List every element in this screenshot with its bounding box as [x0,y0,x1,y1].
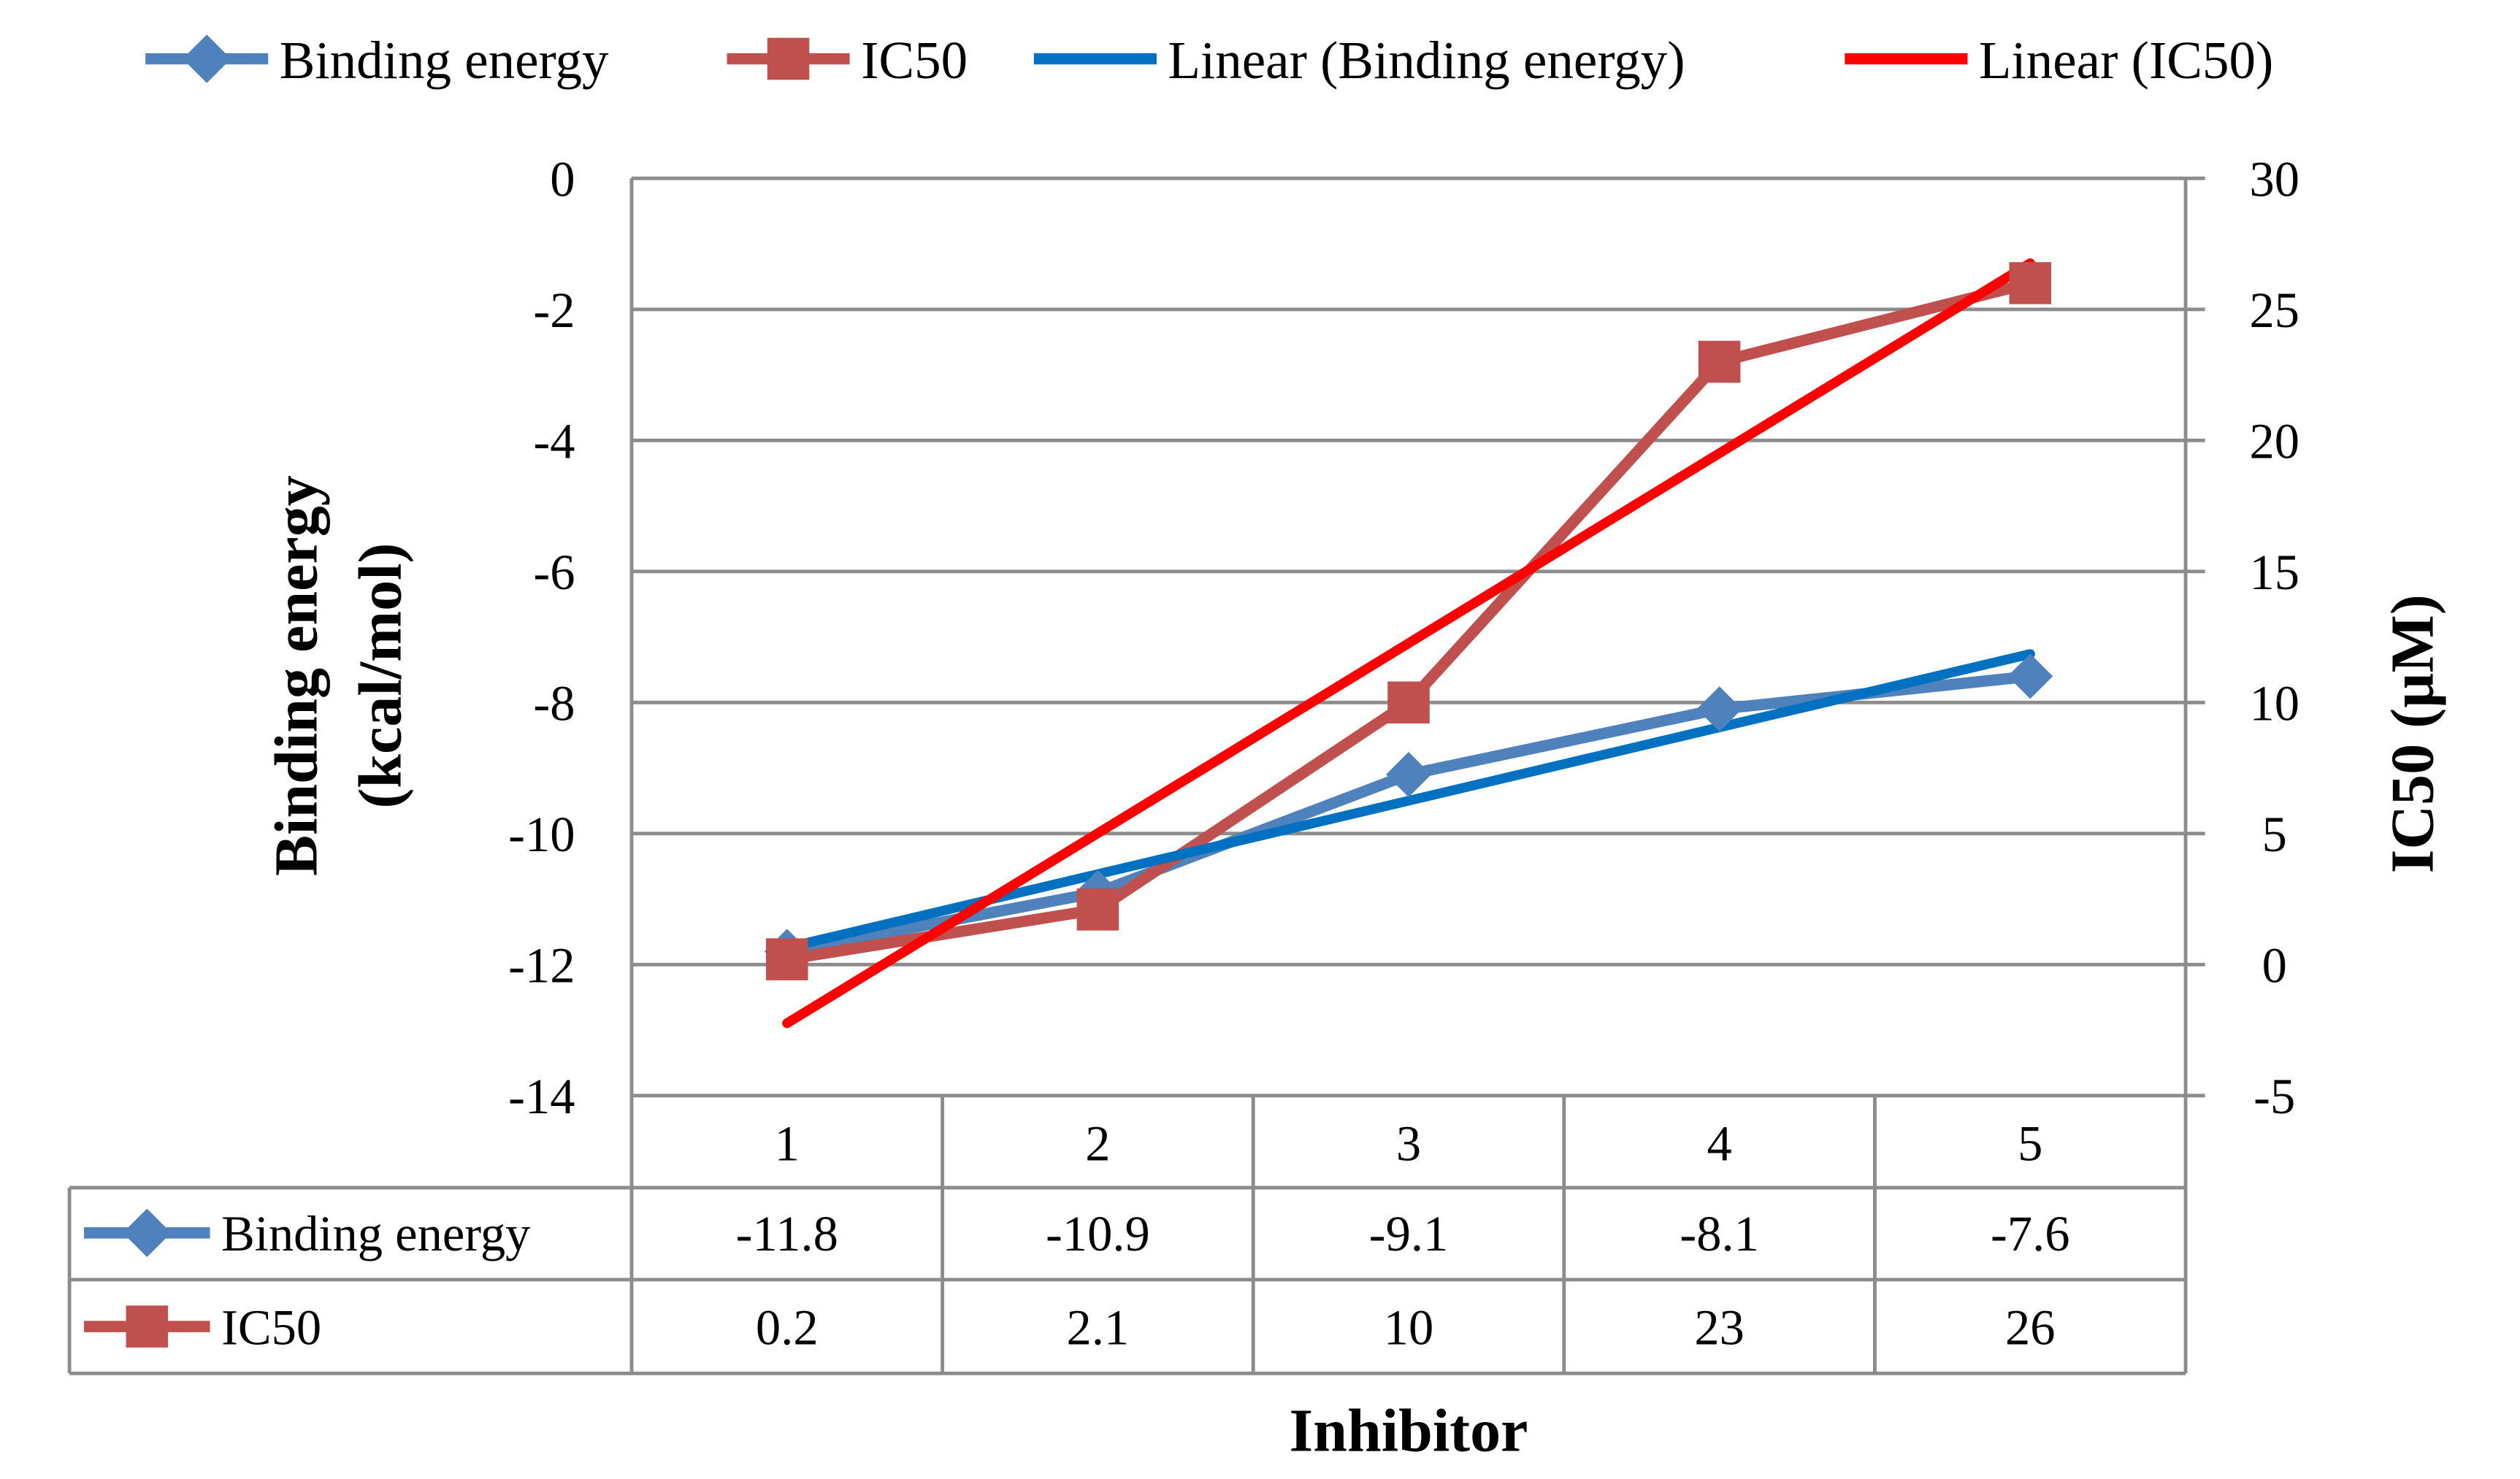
legend: Binding energy IC50 Linear (Binding energy… [145,31,2273,90]
data-point [1076,888,1119,931]
table-cell: -10.9 [1046,1206,1150,1261]
x-tick-label: 1 [775,1115,800,1171]
y-left-tick-label: -2 [533,283,575,338]
data-point [2009,262,2052,304]
y-left-tick-label: -8 [533,676,575,731]
data-point [1387,681,1430,724]
y-left-tick-label: -6 [533,545,575,600]
y-right-tick-label: 10 [2249,676,2299,731]
table-cell: 23 [1694,1299,1745,1355]
table-cell: -8.1 [1680,1206,1759,1261]
x-axis-title: Inhibitor [1290,1397,1528,1464]
legend-marker [182,34,231,83]
table-series-name: Binding energy [221,1206,531,1261]
y-right-tick-label: 20 [2249,414,2299,469]
y-left-tick-label: 0 [550,152,575,207]
x-tick-label: 4 [1707,1115,1732,1171]
y-left-title-line2: (kcal/mol) [347,543,415,809]
legend-label: Linear (Binding energy) [1168,31,1685,90]
legend-label: Linear (IC50) [1979,31,2273,90]
y-left-tick-label: -12 [508,938,575,994]
data-point [1698,340,1741,383]
legend-item: Linear (IC50) [1845,31,2273,90]
table-cell: 26 [2005,1299,2056,1355]
y-right-tick-label: 0 [2262,938,2287,994]
y-right-title: IC50 (µM) [2379,594,2447,873]
table-cell: 10 [1384,1299,1434,1355]
y-left-tick-label: -10 [508,807,575,862]
y-right-tick-label: -5 [2253,1069,2295,1124]
table-cell: -11.8 [736,1206,838,1261]
y-right-tick-label: 15 [2249,545,2299,600]
y-right-tick-label: 5 [2262,807,2287,862]
legend-marker [767,37,810,80]
y-left-tick-label: -14 [508,1069,575,1124]
table-cell: 0.2 [756,1299,819,1355]
table-cell: -9.1 [1369,1206,1449,1261]
series-layer [764,258,2053,1029]
data-point [766,938,808,980]
legend-item: Binding energy [145,31,609,90]
table-cell: -7.6 [1991,1206,2070,1261]
trendline [782,258,2035,1029]
legend-label: IC50 [861,31,968,90]
table-legend-marker [126,1305,169,1348]
legend-item: IC50 [727,31,968,90]
x-tick-label: 2 [1085,1115,1110,1171]
legend-label: Binding energy [280,31,609,90]
table-cell: 2.1 [1067,1299,1130,1355]
x-tick-label: 3 [1396,1115,1421,1171]
x-tick-label: 5 [2018,1115,2042,1171]
series-line-ic50 [786,277,2032,965]
table-series-name: IC50 [221,1299,321,1355]
data-point [1386,752,1431,797]
y-right-tick-label: 25 [2249,283,2299,338]
y-left-tick-label: -4 [533,414,575,469]
table-legend-marker [123,1208,172,1258]
y-right-tick-label: 30 [2249,152,2299,207]
gridlines [629,176,2205,1374]
y-left-title-line1: Binding energy [263,475,331,876]
tick-labels: 0 -2 -4 -6 -8 -10 -12 -14 30 25 20 15 10 5 0 -5 [508,152,2299,1125]
legend-item: Linear (Binding energy) [1033,31,1685,90]
